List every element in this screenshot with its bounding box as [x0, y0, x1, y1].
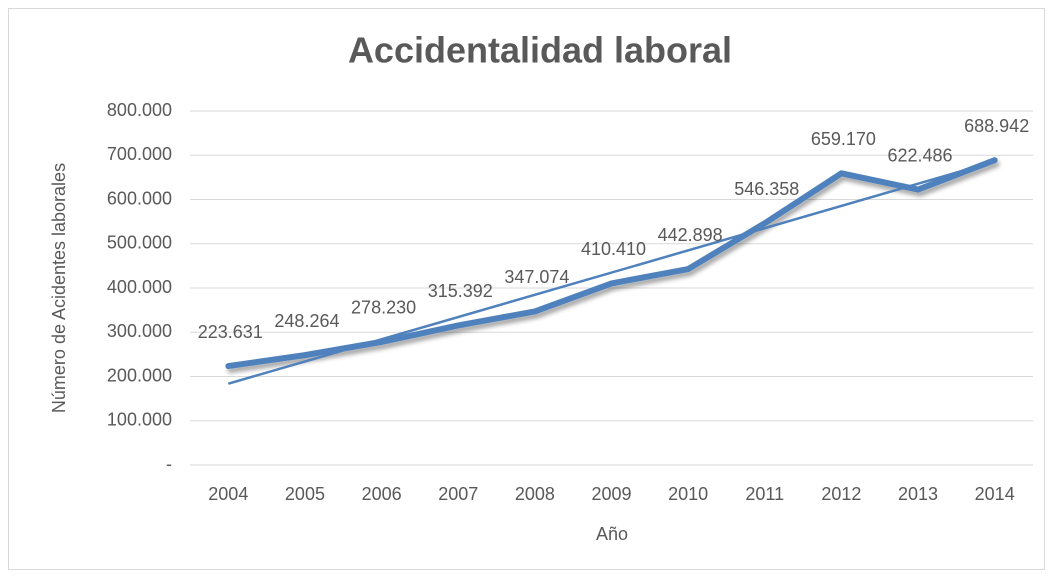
- y-axis-label: Número de Acidentes laborales: [49, 163, 69, 413]
- y-tick-label: -: [166, 454, 172, 474]
- y-tick-label: 300.000: [107, 321, 172, 341]
- x-tick-label: 2012: [821, 484, 861, 504]
- x-tick-label: 2006: [362, 484, 402, 504]
- x-tick-label: 2010: [668, 484, 708, 504]
- data-label: 347.074: [504, 267, 569, 287]
- chart-title: Accidentalidad laboral: [348, 30, 732, 71]
- data-label: 278.230: [351, 298, 416, 318]
- data-label: 546.358: [734, 179, 799, 199]
- x-tick-label: 2007: [438, 484, 478, 504]
- data-label: 223.631: [198, 322, 263, 342]
- y-tick-label: 500.000: [107, 233, 172, 253]
- data-label: 622.486: [888, 145, 953, 165]
- y-tick-label: 800.000: [107, 100, 172, 120]
- y-tick-label: 400.000: [107, 277, 172, 297]
- y-tick-label: 600.000: [107, 188, 172, 208]
- x-tick-label: 2011: [745, 484, 784, 504]
- x-tick-label: 2008: [515, 484, 555, 504]
- x-tick-label: 2013: [898, 484, 938, 504]
- x-tick-label: 2014: [975, 484, 1015, 504]
- y-tick-label: 700.000: [107, 144, 172, 164]
- data-label: 410.410: [581, 239, 646, 259]
- data-label: 659.170: [811, 129, 876, 149]
- data-label: 688.942: [964, 116, 1029, 136]
- data-label: 442.898: [658, 225, 723, 245]
- y-tick-label: 200.000: [107, 365, 172, 385]
- x-tick-label: 2004: [208, 484, 248, 504]
- x-axis-label: Año: [596, 524, 628, 544]
- data-label: 248.264: [274, 311, 339, 331]
- data-label: 315.392: [428, 281, 493, 301]
- x-tick-label: 2005: [285, 484, 325, 504]
- chart-frame: [8, 8, 1045, 570]
- trendline: [227, 160, 996, 385]
- y-tick-label: 100.000: [107, 410, 172, 430]
- x-tick-label: 2009: [591, 484, 631, 504]
